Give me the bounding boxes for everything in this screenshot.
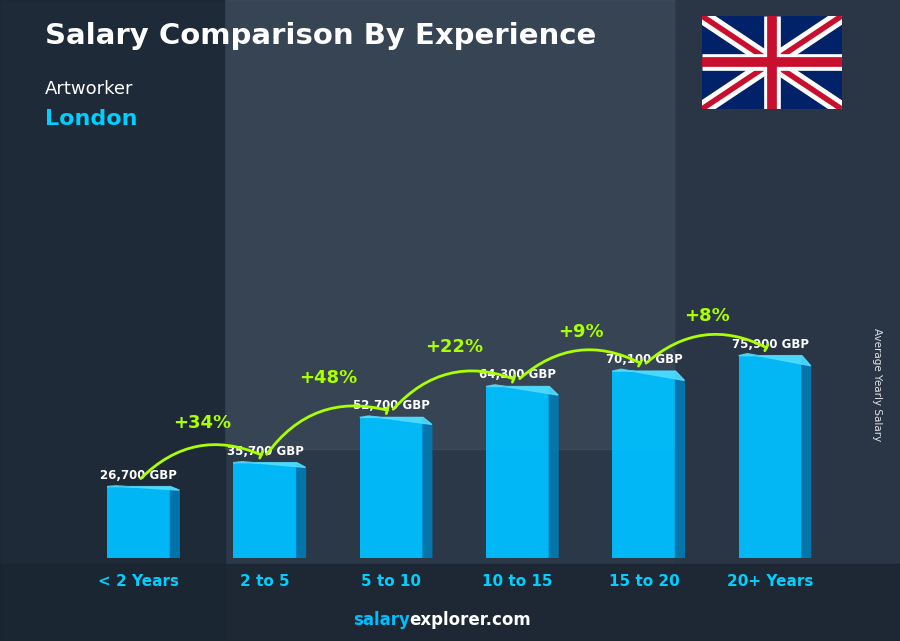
Text: 26,700 GBP: 26,700 GBP xyxy=(100,469,177,481)
Bar xyxy=(0,0,225,641)
Polygon shape xyxy=(549,387,558,558)
Text: +48%: +48% xyxy=(299,369,357,387)
Text: explorer.com: explorer.com xyxy=(410,612,531,629)
Bar xyxy=(0,564,900,641)
Polygon shape xyxy=(739,354,811,366)
Polygon shape xyxy=(107,486,179,490)
Polygon shape xyxy=(423,417,432,558)
Bar xyxy=(612,371,676,558)
Polygon shape xyxy=(486,385,558,395)
Bar xyxy=(675,0,900,641)
Text: 70,100 GBP: 70,100 GBP xyxy=(606,353,682,366)
Text: salary: salary xyxy=(353,612,410,629)
Text: London: London xyxy=(45,109,138,129)
Text: +34%: +34% xyxy=(173,414,231,432)
Polygon shape xyxy=(802,356,811,558)
Polygon shape xyxy=(360,416,432,424)
Polygon shape xyxy=(233,462,305,467)
Bar xyxy=(107,487,170,558)
Polygon shape xyxy=(170,487,179,558)
Text: 75,900 GBP: 75,900 GBP xyxy=(732,338,809,351)
Text: Average Yearly Salary: Average Yearly Salary xyxy=(872,328,883,441)
Text: +8%: +8% xyxy=(684,307,730,326)
Text: +9%: +9% xyxy=(558,323,604,341)
Text: Artworker: Artworker xyxy=(45,80,133,98)
Bar xyxy=(360,417,423,558)
Text: 52,700 GBP: 52,700 GBP xyxy=(353,399,430,412)
Polygon shape xyxy=(612,369,684,380)
Bar xyxy=(486,387,549,558)
Bar xyxy=(233,463,297,558)
Text: 64,300 GBP: 64,300 GBP xyxy=(479,369,556,381)
Polygon shape xyxy=(297,463,305,558)
Polygon shape xyxy=(676,371,684,558)
Text: 35,700 GBP: 35,700 GBP xyxy=(227,445,303,458)
Bar xyxy=(225,0,675,449)
Text: Salary Comparison By Experience: Salary Comparison By Experience xyxy=(45,22,596,51)
Bar xyxy=(739,356,802,558)
Text: +22%: +22% xyxy=(426,338,483,356)
